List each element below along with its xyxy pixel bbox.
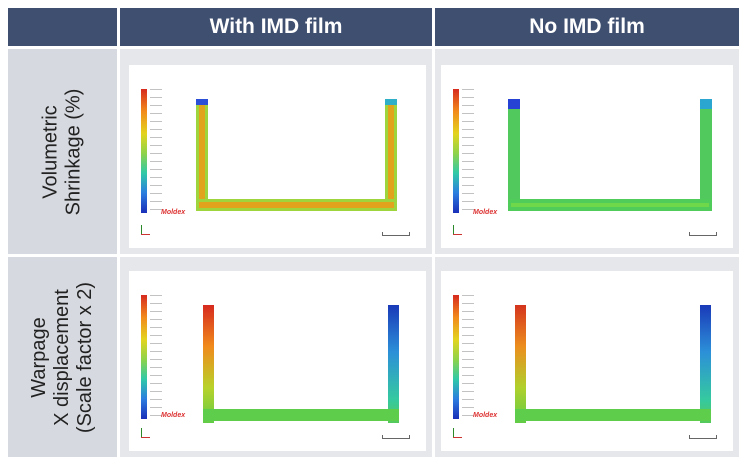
row-label-line: Shrinkage (%) (62, 88, 85, 215)
u-shaped-part-plot (515, 305, 711, 423)
left-wall (515, 305, 526, 423)
left-tip (196, 99, 208, 105)
row-label-line: (Scale factor x 2) (74, 281, 97, 433)
moldex-logo: Moldex (161, 412, 186, 419)
color-scale-legend (453, 89, 459, 213)
color-scale-legend (141, 295, 147, 419)
color-scale-ticks (462, 89, 474, 213)
bottom-wall (515, 409, 711, 421)
axis-triad-icon (137, 427, 151, 441)
axis-triad-icon (449, 427, 463, 441)
right-tip (385, 99, 397, 105)
left-tip (508, 99, 520, 109)
right-wall (700, 99, 712, 211)
moldex-logo: Moldex (161, 209, 186, 216)
scale-bar (689, 435, 717, 439)
color-scale-legend (453, 295, 459, 419)
axis-triad-icon (449, 224, 463, 238)
moldex-logo: Moldex (473, 412, 498, 419)
simulation-result-image: Moldex (129, 271, 426, 451)
cell-warpage-with-imd: Moldex (120, 257, 432, 457)
right-tip (700, 99, 712, 109)
row-label-line: X displacement (51, 288, 74, 426)
scale-bar (382, 435, 410, 439)
moldex-logo: Moldex (473, 209, 498, 216)
left-wall (508, 99, 520, 211)
bottom-wall-core (199, 202, 394, 208)
bottom-wall-core (511, 203, 709, 207)
row-label-line: Warpage (28, 316, 51, 398)
left-wall (203, 305, 214, 423)
u-shaped-part-plot (508, 99, 712, 211)
column-header-with-imd: With IMD film (120, 8, 432, 46)
column-header-no-imd: No IMD film (435, 8, 739, 46)
simulation-result-image: Moldex (441, 271, 733, 451)
axis-triad-icon (137, 224, 151, 238)
cell-warpage-no-imd: Moldex (435, 257, 739, 457)
u-shaped-part-plot (196, 99, 397, 211)
simulation-result-image: Moldex (441, 65, 733, 248)
bottom-wall (203, 409, 399, 421)
right-wall (388, 305, 399, 423)
color-scale-ticks (150, 295, 162, 419)
scale-bar (382, 232, 410, 236)
left-wall-core (199, 103, 205, 208)
row-label-line: Volumetric (39, 104, 62, 199)
u-shaped-part-plot (203, 305, 399, 423)
cell-shrinkage-no-imd: Moldex (435, 49, 739, 254)
scale-bar (689, 232, 717, 236)
right-wall-core (388, 103, 394, 208)
simulation-result-image: Moldex (129, 65, 426, 248)
color-scale-ticks (150, 89, 162, 213)
row-label-warpage: Warpage X displacement (Scale factor x 2… (8, 257, 117, 457)
color-scale-legend (141, 89, 147, 213)
color-scale-ticks (462, 295, 474, 419)
row-label-volumetric-shrinkage: Volumetric Shrinkage (%) (8, 49, 117, 254)
cell-shrinkage-with-imd: Moldex (120, 49, 432, 254)
table-corner (8, 8, 117, 46)
right-wall (700, 305, 711, 423)
